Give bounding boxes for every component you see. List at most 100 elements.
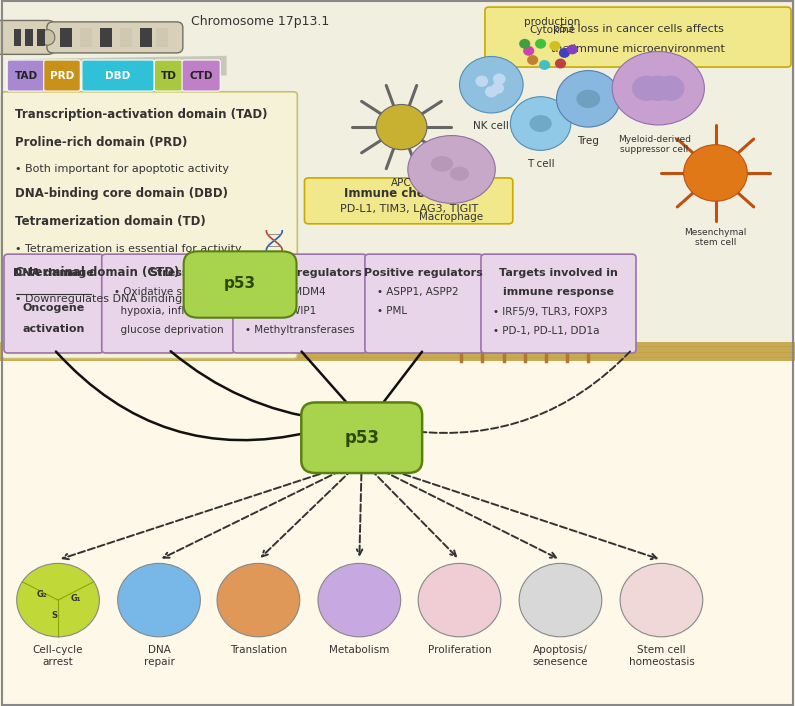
FancyBboxPatch shape [481, 254, 636, 353]
FancyBboxPatch shape [154, 60, 183, 91]
Ellipse shape [41, 30, 55, 45]
Text: Stem cell
homeostasis: Stem cell homeostasis [629, 645, 694, 667]
Text: • ASPP1, ASPP2: • ASPP1, ASPP2 [377, 287, 459, 297]
Circle shape [510, 97, 571, 150]
Text: Myeloid-derived
suppressor cell: Myeloid-derived suppressor cell [618, 135, 691, 154]
Text: hypoxia, inflammation,: hypoxia, inflammation, [114, 306, 241, 316]
Ellipse shape [612, 52, 704, 125]
Text: Negative regulators: Negative regulators [238, 268, 362, 277]
FancyBboxPatch shape [184, 251, 297, 318]
Ellipse shape [529, 115, 552, 132]
Text: Targets involved in: Targets involved in [499, 268, 618, 277]
Circle shape [656, 76, 684, 101]
Circle shape [318, 563, 401, 637]
Text: C-terminal domain (CTD): C-terminal domain (CTD) [15, 266, 180, 279]
Circle shape [549, 41, 560, 51]
Circle shape [418, 563, 501, 637]
FancyBboxPatch shape [0, 360, 795, 706]
Text: • Methyltransferases: • Methyltransferases [245, 325, 355, 335]
Text: S: S [52, 611, 58, 620]
Text: NK cell: NK cell [473, 121, 510, 131]
Text: TAD: TAD [14, 71, 38, 80]
FancyBboxPatch shape [6, 29, 42, 46]
Circle shape [644, 76, 673, 101]
Text: • PML: • PML [377, 306, 407, 316]
Text: • Both important for apoptotic activity: • Both important for apoptotic activity [15, 164, 229, 174]
Text: Metabolism: Metabolism [329, 645, 390, 655]
FancyBboxPatch shape [60, 28, 72, 47]
Text: Immune checkpoint: Immune checkpoint [343, 186, 474, 200]
Circle shape [493, 73, 506, 85]
Circle shape [556, 71, 620, 127]
Text: CTD: CTD [189, 71, 213, 80]
Polygon shape [8, 56, 227, 76]
Circle shape [485, 86, 498, 97]
Circle shape [217, 563, 300, 637]
Text: DNA damage: DNA damage [14, 268, 94, 277]
FancyBboxPatch shape [156, 28, 168, 47]
FancyBboxPatch shape [2, 92, 297, 359]
Text: PD-L1, TIM3, LAG3, TIGIT: PD-L1, TIM3, LAG3, TIGIT [339, 205, 478, 215]
Circle shape [527, 55, 538, 65]
FancyBboxPatch shape [7, 60, 45, 91]
FancyBboxPatch shape [100, 28, 112, 47]
FancyBboxPatch shape [102, 254, 235, 353]
FancyBboxPatch shape [233, 254, 366, 353]
Circle shape [632, 76, 661, 101]
Ellipse shape [576, 90, 600, 108]
Text: DNA-binding core domain (DBD): DNA-binding core domain (DBD) [15, 187, 228, 200]
Text: p53: p53 [224, 276, 256, 292]
FancyBboxPatch shape [14, 29, 21, 46]
FancyBboxPatch shape [25, 29, 33, 46]
Ellipse shape [431, 156, 453, 172]
Text: Chromosome 17p13.1: Chromosome 17p13.1 [191, 15, 329, 28]
FancyBboxPatch shape [182, 60, 220, 91]
Circle shape [535, 39, 546, 49]
Text: PRD: PRD [50, 71, 74, 80]
Circle shape [460, 56, 523, 113]
Text: immune response: immune response [503, 287, 614, 297]
Circle shape [555, 59, 566, 68]
FancyBboxPatch shape [80, 28, 92, 47]
Circle shape [519, 563, 602, 637]
Ellipse shape [450, 167, 469, 181]
Circle shape [567, 44, 578, 54]
Text: p53 loss in cancer cells affects: p53 loss in cancer cells affects [553, 24, 723, 34]
Circle shape [491, 83, 504, 94]
FancyBboxPatch shape [140, 28, 152, 47]
Text: • MDM2, MDM4: • MDM2, MDM4 [245, 287, 325, 297]
FancyBboxPatch shape [0, 342, 795, 361]
Circle shape [519, 39, 530, 49]
Text: Treg: Treg [577, 136, 599, 145]
Circle shape [559, 48, 570, 58]
Text: p53: p53 [344, 429, 379, 447]
Text: Transcription-activation domain (TAD): Transcription-activation domain (TAD) [15, 108, 268, 121]
Ellipse shape [408, 136, 495, 203]
Text: T cell: T cell [527, 159, 554, 169]
Text: APC: APC [391, 178, 412, 188]
Text: • Downregulates DNA binding of DBD: • Downregulates DNA binding of DBD [15, 294, 225, 304]
Text: Positive regulators: Positive regulators [364, 268, 483, 277]
Circle shape [17, 563, 99, 637]
Text: Translation: Translation [230, 645, 287, 655]
Text: Cytokine: Cytokine [529, 25, 576, 35]
FancyBboxPatch shape [304, 178, 513, 224]
Circle shape [523, 46, 534, 56]
Text: activation: activation [22, 324, 85, 334]
Circle shape [620, 563, 703, 637]
FancyBboxPatch shape [4, 254, 103, 353]
Circle shape [118, 563, 200, 637]
Text: Stress: Stress [149, 268, 188, 277]
Text: Cell-cycle
arrest: Cell-cycle arrest [33, 645, 83, 667]
Text: • PD-1, PD-L1, DD1a: • PD-1, PD-L1, DD1a [493, 326, 599, 336]
FancyBboxPatch shape [44, 60, 80, 91]
Text: G₂: G₂ [37, 590, 48, 599]
FancyBboxPatch shape [0, 0, 795, 360]
Text: Oncogene: Oncogene [22, 303, 85, 313]
Text: • Oxidative stress, aging,: • Oxidative stress, aging, [114, 287, 246, 297]
FancyBboxPatch shape [365, 254, 483, 353]
FancyBboxPatch shape [0, 20, 56, 54]
Text: glucose deprivation: glucose deprivation [114, 325, 223, 335]
FancyBboxPatch shape [82, 60, 154, 91]
Text: TD: TD [161, 71, 176, 80]
